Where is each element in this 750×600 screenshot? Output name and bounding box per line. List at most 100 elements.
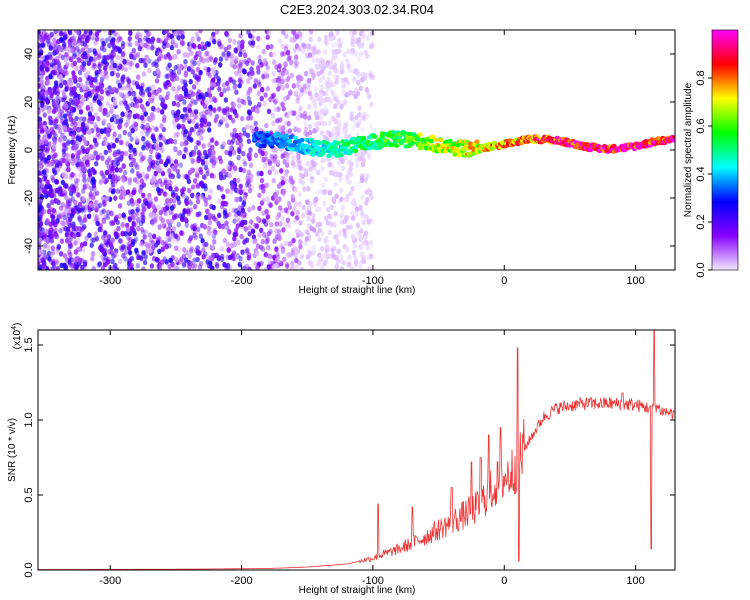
spectrogram-cell: [196, 89, 202, 95]
spectrogram-cell: [297, 201, 302, 207]
spectrogram-cell: [105, 233, 110, 240]
spectrogram-cell: [284, 162, 290, 168]
spectrogram-cell: [309, 178, 315, 184]
spectrogram-cell: [128, 64, 133, 70]
spectrogram-cell: [293, 187, 298, 193]
spectrogram-cell: [118, 238, 124, 245]
spectrogram-cell: [117, 238, 123, 244]
spectrogram-cell: [140, 229, 146, 235]
spectrogram-cell: [187, 187, 192, 194]
spectrogram-cell: [85, 104, 91, 111]
spectrogram-cell: [307, 77, 312, 84]
spectrogram-cell: [51, 249, 56, 255]
spectrogram-cell: [155, 88, 161, 94]
spectrogram-cell: [201, 143, 206, 149]
spectrogram-cell: [283, 133, 289, 138]
spectrogram-cell: [247, 100, 253, 106]
spectrogram-cell: [251, 204, 256, 211]
spectrogram-cell: [236, 135, 241, 141]
spectrogram-cell: [139, 130, 144, 136]
spectrogram-cell: [259, 260, 264, 267]
spectrogram-cell: [309, 260, 314, 267]
spectrogram-cell: [171, 100, 177, 107]
spectrogram-cell: [263, 70, 268, 77]
spectrogram-cell: [242, 99, 247, 106]
spectrogram-cell: [328, 36, 334, 42]
spectrogram-cell: [211, 173, 216, 180]
spectrogram-cell: [135, 62, 140, 69]
spectrogram-cell: [130, 168, 135, 174]
x-tick-label: -200: [231, 275, 253, 287]
y-tick-label: 0: [23, 147, 35, 153]
spectrogram-cell: [82, 116, 87, 122]
spectrogram-cell: [114, 88, 119, 95]
spectrogram-cell: [277, 124, 282, 130]
spectrogram-cell: [287, 90, 293, 97]
spectrogram-cell: [358, 244, 363, 250]
spectrogram-cell: [62, 225, 67, 232]
spectrogram-cell: [346, 48, 351, 55]
spectrogram-cell: [53, 133, 58, 139]
spectrogram-cell: [81, 33, 86, 40]
spectrogram-cell: [110, 237, 116, 243]
spectrogram-cell: [188, 260, 194, 267]
spectrogram-cell: [55, 58, 61, 65]
spectrogram-cell: [311, 227, 317, 233]
spectrogram-cell: [62, 124, 67, 131]
spectrogram-cell: [354, 211, 359, 218]
spectrogram-cell: [139, 184, 144, 191]
spectrogram-cell: [129, 136, 134, 142]
spectrogram-cell: [202, 44, 208, 51]
spectrogram-cell: [224, 30, 229, 37]
spectrogram-cell: [370, 30, 375, 36]
spectrogram-cell: [43, 139, 49, 145]
spectrogram-cell: [170, 237, 176, 244]
spectrogram-cell: [235, 196, 240, 203]
spectrogram-cell: [83, 72, 89, 79]
spectrogram-cell: [261, 188, 266, 194]
spectrogram-cell: [299, 253, 305, 260]
spectrogram-cell: [315, 231, 320, 238]
spectrogram-cell: [51, 148, 56, 154]
spectrogram-cell: [350, 185, 355, 192]
spectrogram-cell: [193, 234, 198, 241]
spectrogram-cell: [155, 68, 160, 74]
spectrogram-cell: [103, 140, 109, 147]
spectrogram-cell: [201, 247, 206, 253]
spectrogram-cell: [148, 201, 153, 207]
spectrogram-cell: [156, 107, 161, 113]
spectrogram-cell: [267, 160, 273, 167]
spectrogram-cell: [163, 54, 168, 60]
spectrogram-cell: [278, 70, 283, 76]
spectrogram-cell: [85, 147, 91, 153]
spectrogram-cell: [276, 233, 282, 239]
spectrogram-cell: [232, 127, 237, 134]
spectrogram-cell: [280, 153, 285, 159]
spectrogram-cell: [250, 228, 256, 234]
spectrogram-cell: [265, 164, 271, 170]
spectrogram-cell: [265, 237, 271, 243]
spectrogram-cell: [335, 30, 340, 35]
spectrogram-cell: [207, 92, 213, 98]
spectrogram-cell: [330, 131, 335, 137]
spectrogram-cell: [65, 152, 70, 159]
spectrogram-cell: [348, 190, 353, 196]
spectrogram-cell: [353, 151, 358, 158]
spectrogram-cell: [214, 217, 219, 223]
colorbar-ticks: 0.00.20.40.60.8: [695, 70, 712, 278]
spectrogram-cell: [295, 115, 300, 121]
spectrogram-cell: [173, 53, 178, 60]
spectrogram-cell: [261, 73, 266, 79]
spectrogram-cell: [350, 233, 355, 239]
spectrogram-cell: [334, 263, 339, 270]
spectrogram-cell: [46, 38, 51, 44]
spectrogram-cell: [306, 215, 311, 222]
spectrogram-cell: [321, 182, 326, 188]
spectrogram-cell: [54, 163, 60, 169]
spectrogram-cell: [96, 85, 101, 91]
spectrogram-cell: [246, 138, 252, 145]
spectrogram-cell: [174, 186, 179, 192]
spectrogram-cell: [42, 243, 48, 249]
spectrogram-cell: [117, 84, 123, 91]
